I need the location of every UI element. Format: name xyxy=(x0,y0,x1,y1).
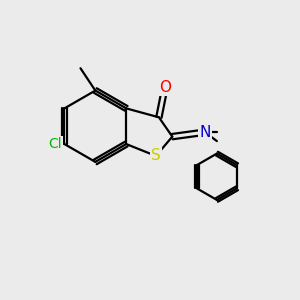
Text: N: N xyxy=(199,125,211,140)
Text: O: O xyxy=(159,80,171,95)
Text: Cl: Cl xyxy=(49,137,62,151)
Text: S: S xyxy=(151,148,161,164)
